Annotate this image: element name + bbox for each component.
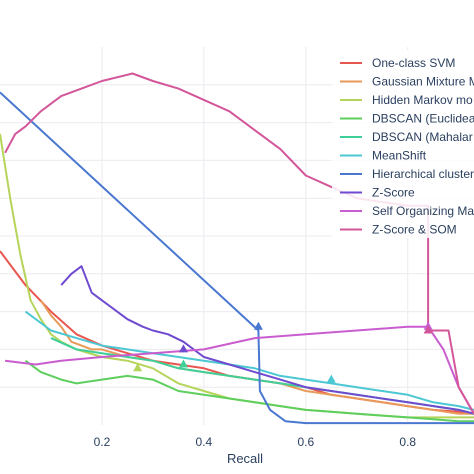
marker-layer xyxy=(133,321,433,383)
series-line-self-organizing-ma xyxy=(4,325,474,415)
x-tick-label: 0.4 xyxy=(196,435,213,449)
marker-z-score xyxy=(178,344,188,353)
series-line-z-score xyxy=(60,265,474,415)
legend-label-gaussian-mixture-m: Gaussian Mixture M xyxy=(372,75,474,89)
legend-label-meanshift: MeanShift xyxy=(372,149,427,163)
series-line-hierarchical-cluster xyxy=(0,91,474,425)
legend-label-z-score-som: Z-Score & SOM xyxy=(372,223,457,237)
series-layer xyxy=(0,72,474,425)
x-tick-label: 0.2 xyxy=(94,435,111,449)
series-line-meanshift xyxy=(24,310,474,411)
legend-label-z-score: Z-Score xyxy=(372,186,415,200)
marker-hierarchical-cluster xyxy=(253,321,263,330)
series-line-dbscan-euclidea xyxy=(24,359,474,423)
x-tick-label: 0.8 xyxy=(399,435,416,449)
legend: One-class SVM Gaussian Mixture M Hidden Ma… xyxy=(332,50,474,238)
marker-z-score-som xyxy=(423,325,433,334)
legend-label-self-organizing-ma: Self Organizing Ma xyxy=(372,204,474,218)
x-tick-label: 0.6 xyxy=(297,435,314,449)
legend-label-dbscan-mahalar: DBSCAN (Mahalar xyxy=(372,130,473,144)
x-tick-labels: 0.2 0.4 0.6 0.8 xyxy=(94,435,417,449)
legend-label-hidden-markov-mo: Hidden Markov mo xyxy=(372,93,473,107)
marker-hidden-markov-mo xyxy=(133,363,143,372)
legend-label-hierarchical-cluster: Hierarchical cluster xyxy=(372,167,474,181)
legend-label-one-class-svm: One-class SVM xyxy=(372,56,455,70)
marker-meanshift xyxy=(326,374,336,383)
x-axis-title: Recall xyxy=(227,451,263,466)
legend-label-dbscan-euclidea: DBSCAN (Euclidea xyxy=(372,112,474,126)
marker-dbscan-mahalar xyxy=(178,359,188,368)
